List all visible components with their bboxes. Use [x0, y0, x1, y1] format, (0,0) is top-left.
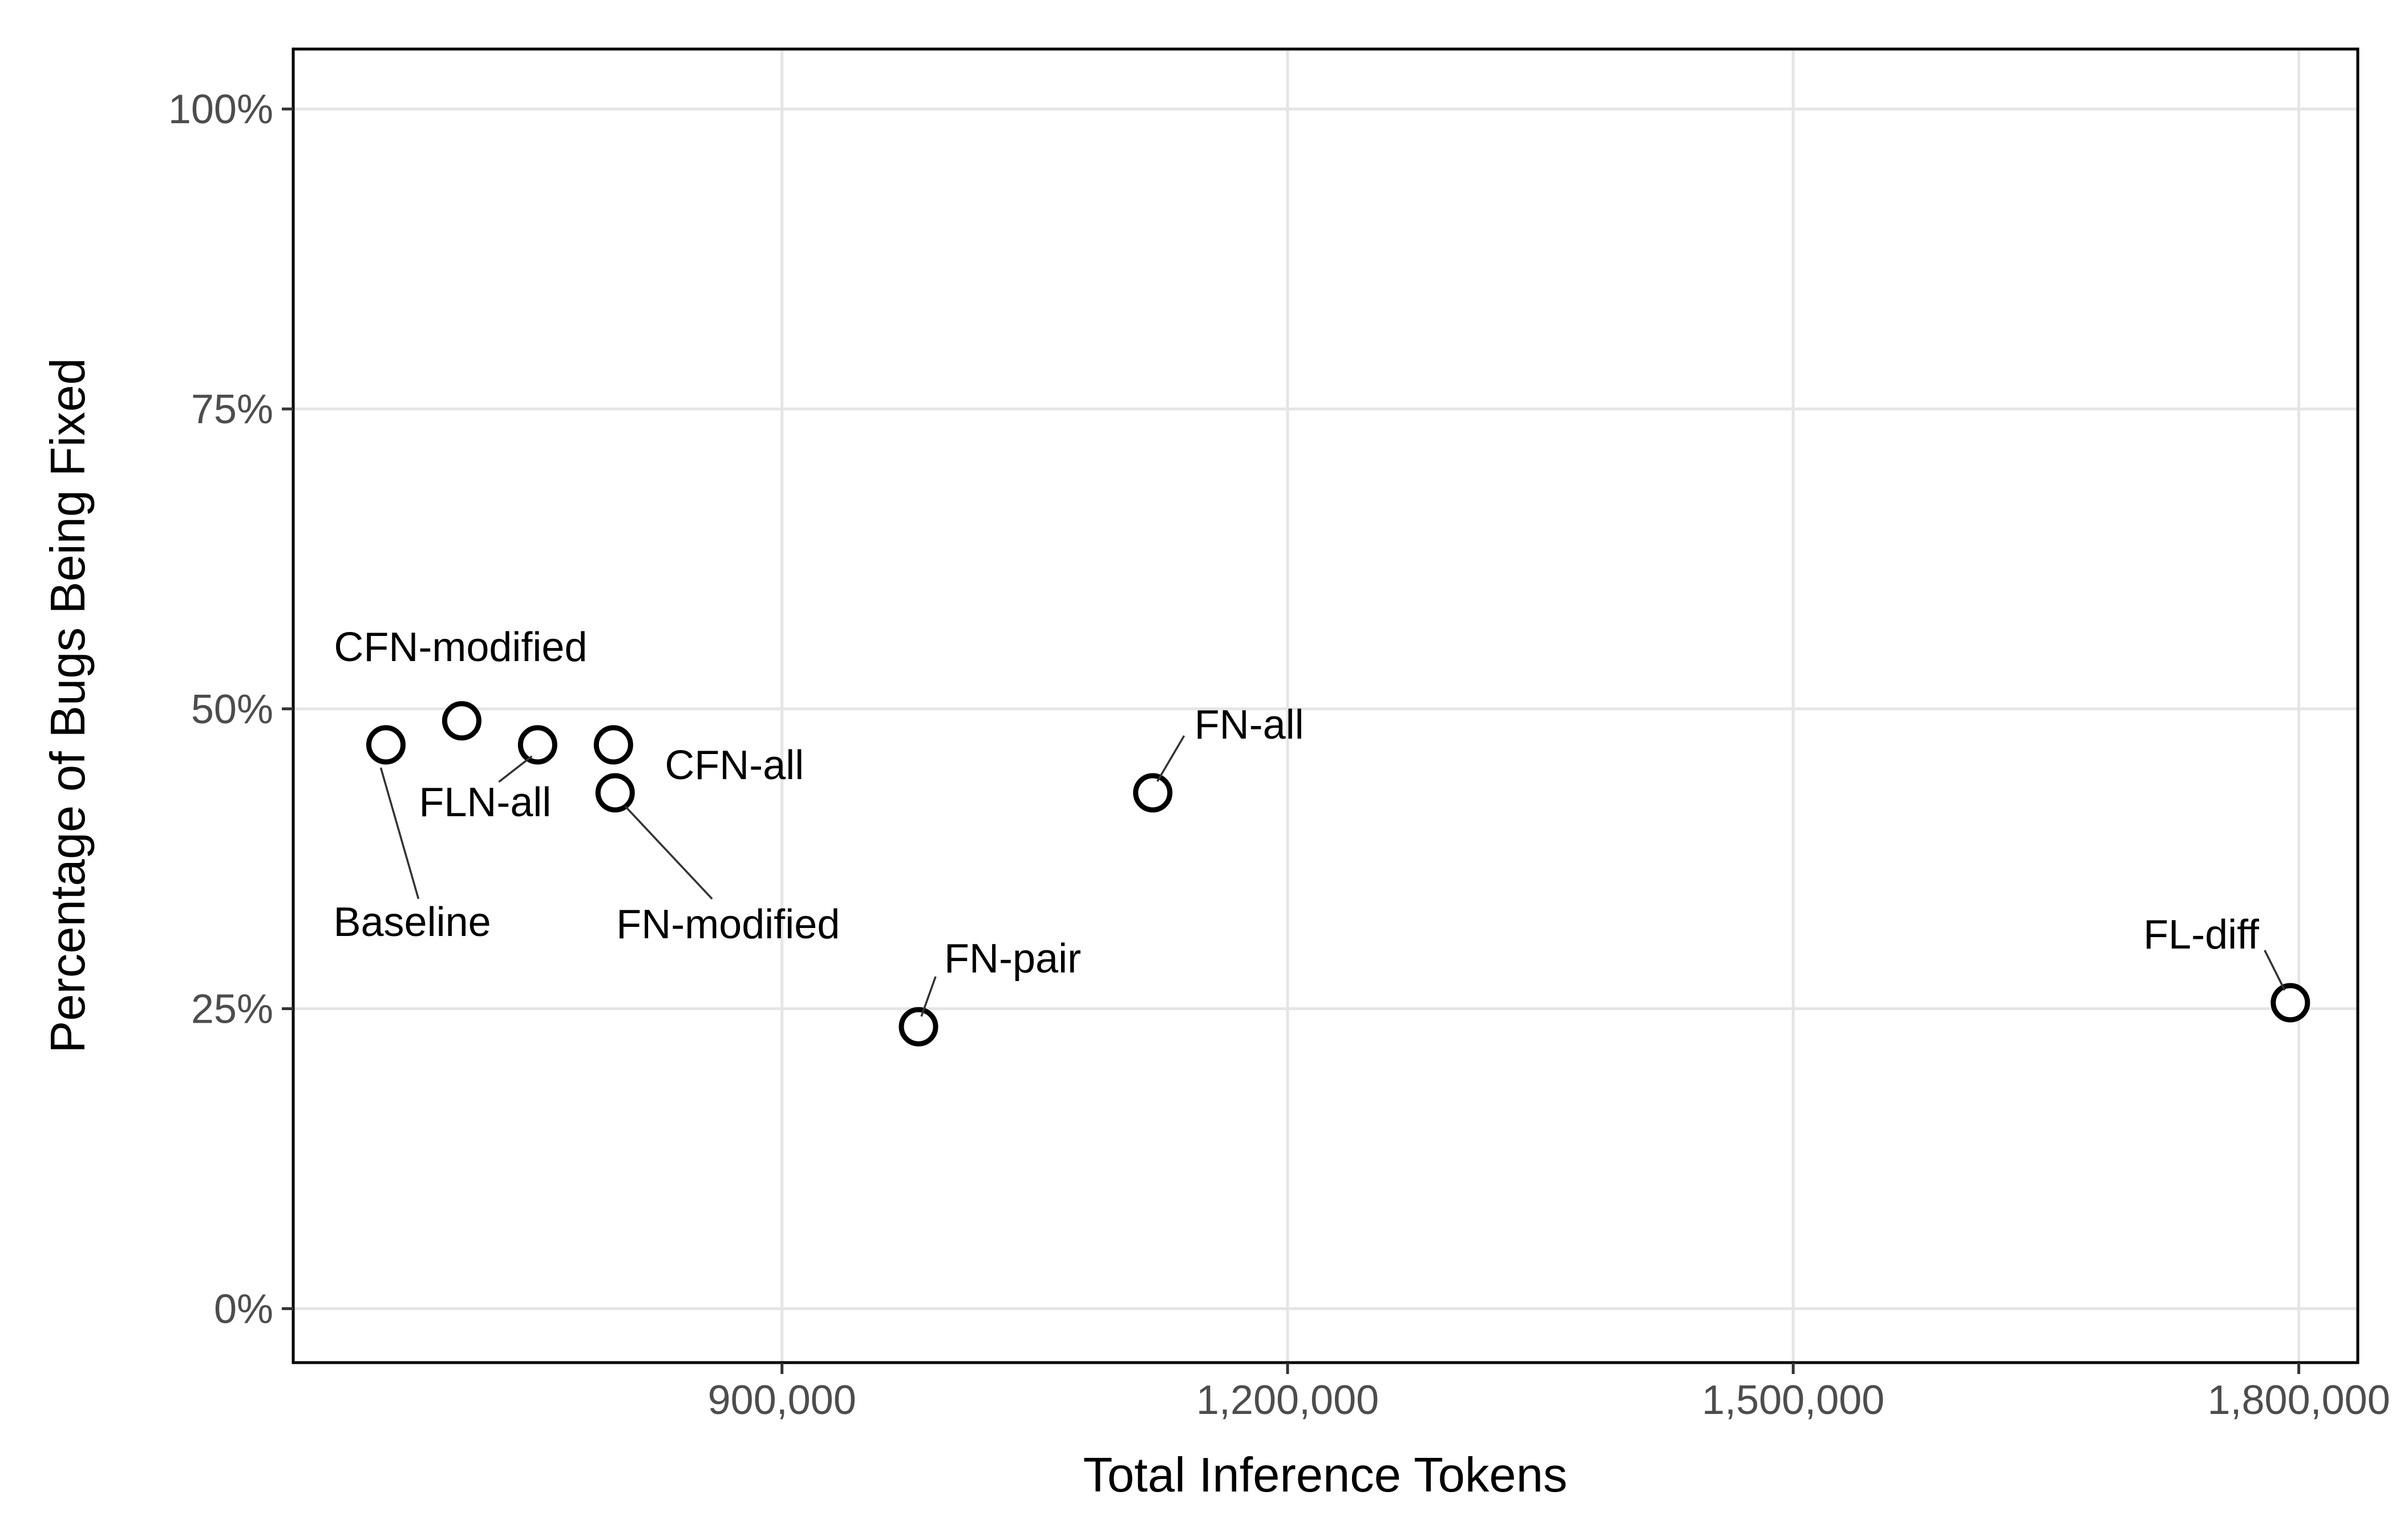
y-tick-label: 25%: [191, 987, 273, 1032]
point-label: FLN-all: [419, 780, 551, 825]
label-leader-line: [2264, 950, 2286, 991]
data-point: [517, 725, 557, 765]
x-tick-label: 1,800,000: [2207, 1377, 2390, 1423]
x-tick-label: 1,500,000: [1702, 1377, 1884, 1423]
y-tick-label: 50%: [191, 687, 273, 732]
x-axis-title: Total Inference Tokens: [1083, 1448, 1568, 1502]
y-axis-title: Percentage of Bugs Being Fixed: [41, 358, 95, 1053]
label-leader-line: [379, 767, 420, 899]
point-label: FN-pair: [944, 936, 1081, 982]
data-point: [593, 725, 633, 765]
data-point: [2270, 983, 2310, 1023]
label-leader-line: [624, 805, 713, 900]
y-tick-label: 100%: [168, 87, 273, 132]
x-tick-label: 1,200,000: [1196, 1377, 1379, 1423]
plot-panel: [292, 47, 2359, 1364]
point-label: CFN-all: [665, 743, 804, 788]
label-leader-line: [498, 755, 533, 783]
data-point: [442, 701, 481, 741]
x-tick-label: 900,000: [708, 1377, 856, 1423]
data-point: [366, 725, 406, 765]
label-leader-line: [1156, 735, 1185, 782]
gridlines: [293, 49, 2358, 1363]
point-label: FN-modified: [616, 902, 840, 947]
y-tick-label: 75%: [191, 387, 273, 432]
label-leader-line: [920, 976, 937, 1017]
point-label: FN-all: [1195, 702, 1304, 748]
point-label: Baseline: [333, 899, 491, 945]
y-tick-label: 0%: [214, 1286, 273, 1332]
point-label: FL-diff: [2143, 912, 2260, 958]
label-leaders: [379, 735, 2286, 1017]
data-point: [898, 1007, 938, 1047]
data-point: [1133, 773, 1173, 813]
data-point: [595, 773, 635, 813]
point-labels: Baseline CFN-modified FLN-all CFN-all FN-mod…: [333, 625, 2259, 982]
axes: 900,000 1,200,000 1,500,000 1,800,000 0% 25% 5…: [168, 87, 2390, 1423]
point-label: CFN-modified: [334, 625, 587, 670]
data-points: [366, 701, 2310, 1047]
